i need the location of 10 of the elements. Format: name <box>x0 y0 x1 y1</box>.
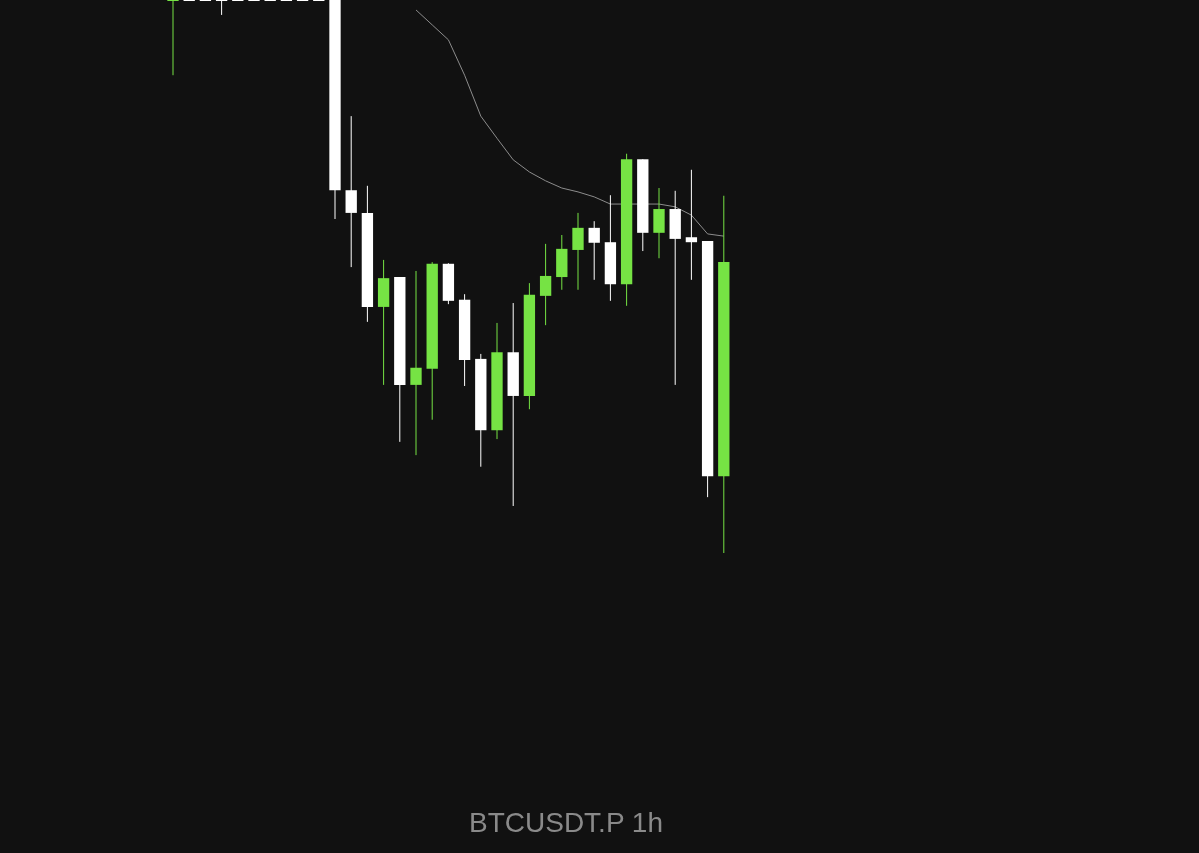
candlestick <box>215 0 228 16</box>
candlestick <box>685 169 698 281</box>
candlestick <box>167 0 179 76</box>
text: BTCUSDT.P 1h <box>469 806 663 838</box>
candlestick <box>410 270 422 456</box>
candlestick <box>653 187 665 259</box>
candlestick <box>539 243 552 326</box>
candlestick <box>588 220 600 281</box>
candlestick <box>345 115 357 268</box>
candlestick <box>572 212 584 291</box>
